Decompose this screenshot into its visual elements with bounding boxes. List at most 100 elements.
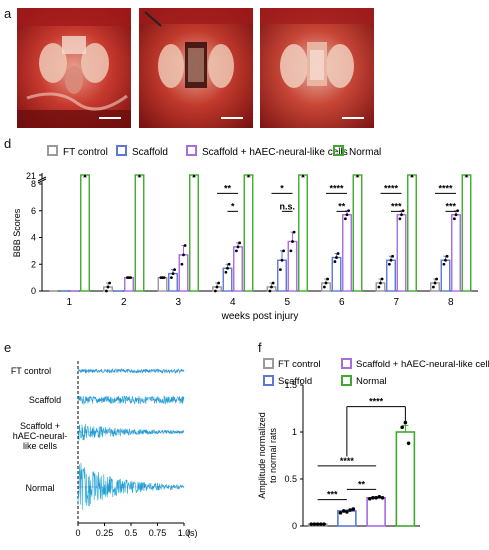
f-legend-label-3: Normal bbox=[356, 376, 387, 387]
point-hcell-wk5-1 bbox=[291, 240, 294, 243]
y-axis-break-mark-1 bbox=[37, 178, 47, 184]
point-scaffold-wk6-1 bbox=[335, 256, 338, 259]
x-axis-label: weeks post injury bbox=[221, 311, 299, 322]
point-hcell-wk4-1 bbox=[236, 245, 240, 249]
normal-point-wk6 bbox=[356, 174, 359, 178]
panel-label-f: f bbox=[258, 340, 262, 355]
point-hcell-wk7-1 bbox=[400, 213, 403, 217]
f-sig-label-2: **** bbox=[340, 456, 355, 466]
bar-scaffold-wk3 bbox=[168, 272, 178, 292]
sig-label-wk8-8: **** bbox=[438, 183, 453, 193]
sig-label-wk6-4: **** bbox=[329, 183, 344, 193]
point-scaffold-wk3-2 bbox=[173, 268, 177, 271]
time-tick-label-0: 0 bbox=[75, 528, 80, 538]
f-point-0-2 bbox=[315, 522, 320, 526]
point-ft-wk7-2 bbox=[380, 277, 384, 281]
f-point-1-4 bbox=[351, 507, 356, 511]
bbb-score-chart: FT control Scaffold Scaffold + hAEC-neural… bbox=[12, 145, 478, 322]
point-ft-wk5-0 bbox=[268, 289, 272, 293]
legend-swatch-3 bbox=[333, 145, 344, 156]
f-legend-label-2: Scaffold bbox=[278, 376, 312, 387]
bar-hcell-wk6 bbox=[342, 214, 352, 292]
f-point-0-0 bbox=[309, 522, 314, 526]
surgery-photo-b bbox=[139, 8, 253, 128]
y-tick-label-8: 8 bbox=[31, 179, 36, 189]
panel-label-d: d bbox=[4, 136, 12, 151]
point-scaffold-wk8-2 bbox=[445, 254, 449, 258]
point-hcell-wk3-2 bbox=[183, 244, 187, 247]
trace-label-4: like cells bbox=[23, 441, 58, 451]
trace-label-1: Scaffold bbox=[29, 395, 61, 405]
f-legend-swatch-2 bbox=[263, 375, 274, 386]
y-tick-label-break: 21 bbox=[26, 171, 36, 181]
y-tick-label-4: 4 bbox=[31, 233, 36, 243]
bar-normal-wk2 bbox=[134, 174, 145, 292]
sig-label-wk6-5: ** bbox=[338, 201, 346, 211]
point-hcell-wk8-1 bbox=[454, 213, 458, 217]
surgery-photo-c bbox=[260, 8, 374, 128]
point-hcell-wk5-0 bbox=[289, 249, 293, 253]
point-scaffold-wk8-0 bbox=[442, 262, 446, 266]
point-ft-wk2-1 bbox=[106, 285, 110, 289]
normal-point-wk5 bbox=[301, 174, 305, 178]
point-hcell-wk7-2 bbox=[401, 209, 405, 213]
point-ft-wk5-1 bbox=[270, 285, 273, 289]
sig-label-wk5-3: n.s. bbox=[279, 201, 295, 211]
point-ft-wk4-0 bbox=[214, 289, 217, 293]
trace-3 bbox=[77, 462, 185, 510]
point-scaffold-wk3-0 bbox=[170, 276, 173, 280]
trace-label-5: Normal bbox=[25, 483, 54, 493]
y-axis-break-mark-2 bbox=[37, 176, 47, 182]
point-scaffold-wk5-0 bbox=[279, 268, 282, 271]
panel-label-e: e bbox=[4, 340, 12, 355]
f-legend-label-0: FT control bbox=[278, 359, 321, 370]
trace-1 bbox=[77, 395, 185, 405]
point-scaffold-wk8-1 bbox=[444, 258, 447, 262]
f-legend-swatch-0 bbox=[263, 358, 274, 369]
point-scaffold-wk7-0 bbox=[388, 262, 391, 266]
sig-label-wk4-1: * bbox=[231, 201, 235, 211]
sig-label-wk8-9: *** bbox=[445, 201, 456, 211]
f-y-tick-label-3: 1.5 bbox=[284, 380, 297, 390]
x-tick-label-3: 3 bbox=[175, 297, 181, 308]
point-scaffold-wk4-2 bbox=[227, 262, 231, 266]
trace-label-2: Scaffold + bbox=[20, 421, 60, 431]
bar-hcell-wk4 bbox=[233, 246, 243, 292]
point-ft-wk7-1 bbox=[379, 281, 382, 285]
surgery-photo-a bbox=[17, 8, 131, 128]
f-point-0-4 bbox=[322, 522, 326, 526]
bar-normal-wk8 bbox=[461, 174, 472, 292]
legend-label-3: Normal bbox=[349, 147, 381, 158]
bar-hcell-wk7 bbox=[396, 214, 407, 292]
trace-label-3: hAEC-neural- bbox=[13, 431, 68, 441]
bar-normal-wk3 bbox=[189, 174, 199, 292]
f-point-0-3 bbox=[319, 522, 323, 526]
legend-label-2: Scaffold + hAEC-neural-like cells bbox=[202, 147, 348, 158]
f-point-2-1 bbox=[371, 496, 375, 500]
point-scaffold-wk3-1 bbox=[171, 272, 175, 276]
point-scaffold-wk5-2 bbox=[282, 249, 285, 253]
amplitude-chart: FT control Scaffold + hAEC-neural-like ce… bbox=[257, 358, 489, 531]
point-ft-wk5-2 bbox=[271, 281, 275, 285]
legend-swatch-0 bbox=[47, 145, 58, 156]
point-ft-wk4-2 bbox=[217, 281, 221, 285]
point-ft-wk4-1 bbox=[215, 285, 219, 289]
f-bar-2 bbox=[366, 497, 386, 527]
point-scaffold-wk5-1 bbox=[280, 258, 284, 262]
bar-normal-wk4 bbox=[243, 174, 254, 292]
point-hcell-wk6-0 bbox=[344, 217, 347, 221]
point-hcell-wk3-1 bbox=[182, 253, 185, 257]
f-point-1-3 bbox=[348, 508, 352, 512]
bar-scaffold-wk8 bbox=[440, 259, 451, 292]
point-hcell-wk8-0 bbox=[453, 217, 456, 221]
point-hcell-wk5-2 bbox=[292, 230, 296, 234]
bar-hcell-wk8 bbox=[451, 214, 461, 292]
y-tick-label-6: 6 bbox=[31, 206, 36, 216]
f-point-2-2 bbox=[374, 496, 378, 500]
normal-point-wk2 bbox=[138, 174, 141, 178]
normal-point-wk8 bbox=[465, 174, 468, 178]
bar-normal-wk5 bbox=[298, 174, 308, 292]
f-sig-label-0: *** bbox=[327, 490, 338, 500]
sig-label-wk7-6: **** bbox=[384, 183, 399, 193]
normal-point-wk7 bbox=[410, 174, 414, 178]
